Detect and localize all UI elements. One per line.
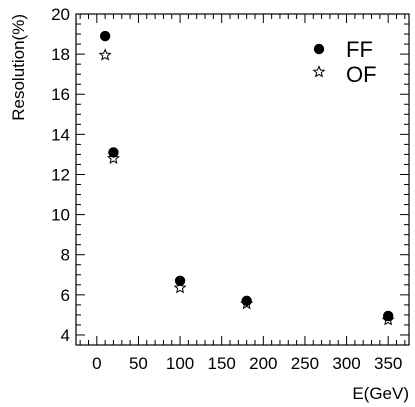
y-tick-label: 12: [51, 165, 70, 184]
plot-area-border: [75, 13, 410, 346]
data-point-ff: [99, 30, 111, 42]
data-point-of: [106, 151, 120, 164]
y-tick-label: 20: [51, 5, 70, 24]
data-point-of: [381, 313, 395, 326]
y-tick-label: 18: [51, 45, 70, 64]
y-tick-label: 14: [51, 125, 70, 144]
legend-marker-ff: [313, 43, 325, 55]
x-tick-label: 200: [249, 354, 277, 373]
data-point-of: [173, 281, 187, 294]
y-tick-label: 4: [61, 326, 70, 345]
y-tick-label: 6: [61, 286, 70, 305]
legend: FF OF: [312, 37, 377, 87]
data-point-ff: [241, 295, 252, 307]
y-axis: 4 6 8 10 12 14 16 18 20: [51, 5, 409, 346]
x-tick-label: 300: [332, 354, 360, 373]
x-axis: 0 50 100 150 200 250 300 350: [79, 14, 406, 373]
data-point-of: [240, 297, 254, 310]
legend-marker-of: [312, 65, 326, 78]
y-tick-label: 8: [61, 246, 70, 265]
y-tick-label: 16: [51, 85, 70, 104]
x-tick-label: 100: [166, 354, 194, 373]
x-tick-label: 50: [129, 354, 148, 373]
x-tick-label: 350: [374, 354, 402, 373]
x-tick-label: 0: [92, 354, 101, 373]
legend-label-of: OF: [346, 62, 377, 87]
y-tick-label: 10: [51, 206, 70, 225]
y-axis-label: Resolution(%): [9, 14, 28, 121]
x-axis-label: E(GeV): [352, 384, 409, 403]
legend-label-ff: FF: [346, 37, 373, 62]
data-point-of: [98, 48, 112, 61]
data-point-ff: [174, 275, 186, 287]
data-points: [98, 30, 395, 326]
x-tick-label: 150: [208, 354, 236, 373]
x-tick-label: 250: [291, 354, 319, 373]
plot-frame: [75, 13, 410, 346]
